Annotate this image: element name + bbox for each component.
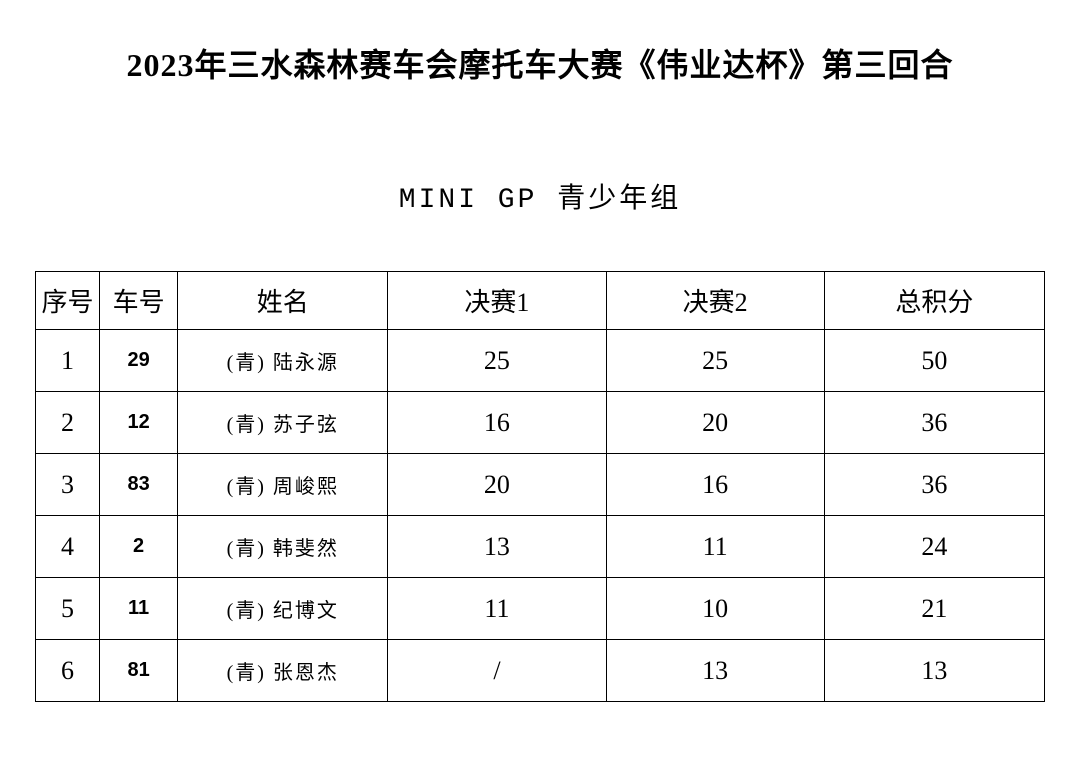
table-row: 1 29 (青) 陆永源 25 25 50 [36,330,1045,392]
cell-final1: 16 [388,392,606,454]
cell-name: (青) 张恩杰 [178,640,388,702]
cell-index: 1 [36,330,100,392]
cell-name: (青) 纪博文 [178,578,388,640]
results-table: 序号 车号 姓名 决赛1 决赛2 总积分 1 29 (青) 陆永源 25 25 … [35,271,1045,702]
cell-car: 29 [100,330,178,392]
subtitle: MINI GP 青少年组 [35,176,1045,216]
cell-total: 21 [824,578,1044,640]
page-title: 2023年三水森林赛车会摩托车大赛《伟业达杯》第三回合 [35,40,1045,86]
cell-index: 4 [36,516,100,578]
cell-final2: 11 [606,516,824,578]
cell-name: (青) 苏子弦 [178,392,388,454]
header-final1: 决赛1 [388,272,606,330]
cell-car: 83 [100,454,178,516]
cell-name: (青) 陆永源 [178,330,388,392]
cell-total: 24 [824,516,1044,578]
header-index: 序号 [36,272,100,330]
cell-car: 2 [100,516,178,578]
table-row: 3 83 (青) 周峻熙 20 16 36 [36,454,1045,516]
header-final2: 决赛2 [606,272,824,330]
cell-total: 36 [824,392,1044,454]
cell-final2: 20 [606,392,824,454]
table-row: 4 2 (青) 韩斐然 13 11 24 [36,516,1045,578]
cell-car: 81 [100,640,178,702]
cell-index: 2 [36,392,100,454]
cell-name: (青) 周峻熙 [178,454,388,516]
cell-total: 13 [824,640,1044,702]
cell-final1: / [388,640,606,702]
cell-final2: 16 [606,454,824,516]
cell-final1: 11 [388,578,606,640]
cell-total: 36 [824,454,1044,516]
header-total: 总积分 [824,272,1044,330]
cell-final2: 13 [606,640,824,702]
cell-final1: 13 [388,516,606,578]
cell-car: 11 [100,578,178,640]
header-car: 车号 [100,272,178,330]
header-name: 姓名 [178,272,388,330]
cell-final1: 20 [388,454,606,516]
cell-index: 3 [36,454,100,516]
cell-car: 12 [100,392,178,454]
table-row: 5 11 (青) 纪博文 11 10 21 [36,578,1045,640]
cell-final2: 10 [606,578,824,640]
cell-index: 5 [36,578,100,640]
table-header-row: 序号 车号 姓名 决赛1 决赛2 总积分 [36,272,1045,330]
cell-name: (青) 韩斐然 [178,516,388,578]
cell-total: 50 [824,330,1044,392]
table-row: 2 12 (青) 苏子弦 16 20 36 [36,392,1045,454]
table-row: 6 81 (青) 张恩杰 / 13 13 [36,640,1045,702]
cell-index: 6 [36,640,100,702]
cell-final1: 25 [388,330,606,392]
cell-final2: 25 [606,330,824,392]
